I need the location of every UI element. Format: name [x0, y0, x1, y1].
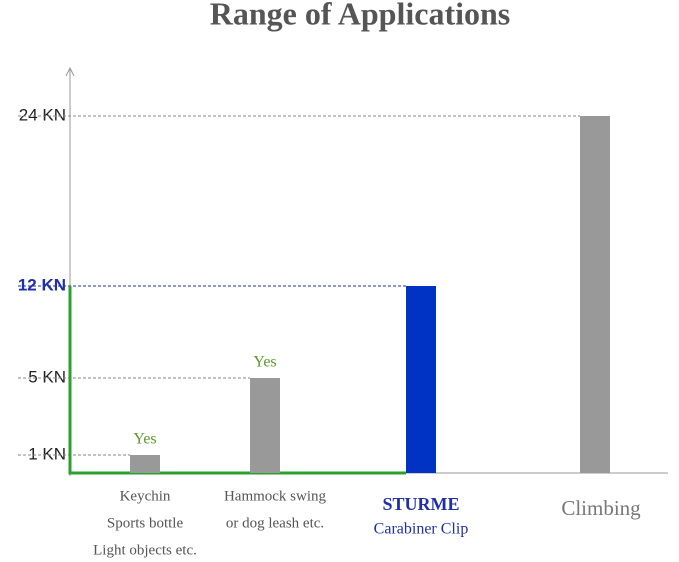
- x-tick-label: Keychin: [120, 488, 171, 504]
- x-tick-label: Carabiner Clip: [374, 521, 469, 538]
- x-tick-label: or dog leash etc.: [226, 515, 324, 531]
- x-tick-label: Climbing: [561, 496, 641, 520]
- bar: [130, 455, 160, 473]
- x-tick-label: Light objects etc.: [93, 542, 197, 558]
- bar: [580, 116, 610, 473]
- y-tick-label: 1 KN: [28, 444, 66, 463]
- x-tick-label: STURME: [382, 494, 459, 514]
- y-tick-label: 24 KN: [19, 105, 66, 124]
- bar: [250, 378, 280, 473]
- x-tick-label: Hammock swing: [224, 488, 327, 504]
- chart-title: Range of Applications: [210, 0, 510, 31]
- value-label: Yes: [133, 431, 156, 448]
- highlight-outline: [68, 286, 406, 475]
- y-tick-label: 5 KN: [28, 367, 66, 386]
- bar: [406, 286, 436, 473]
- y-tick-label: 12 KN: [18, 275, 66, 294]
- x-tick-label: Sports bottle: [107, 515, 184, 531]
- y-axis-arrow: [65, 66, 75, 77]
- value-label: Yes: [253, 354, 276, 371]
